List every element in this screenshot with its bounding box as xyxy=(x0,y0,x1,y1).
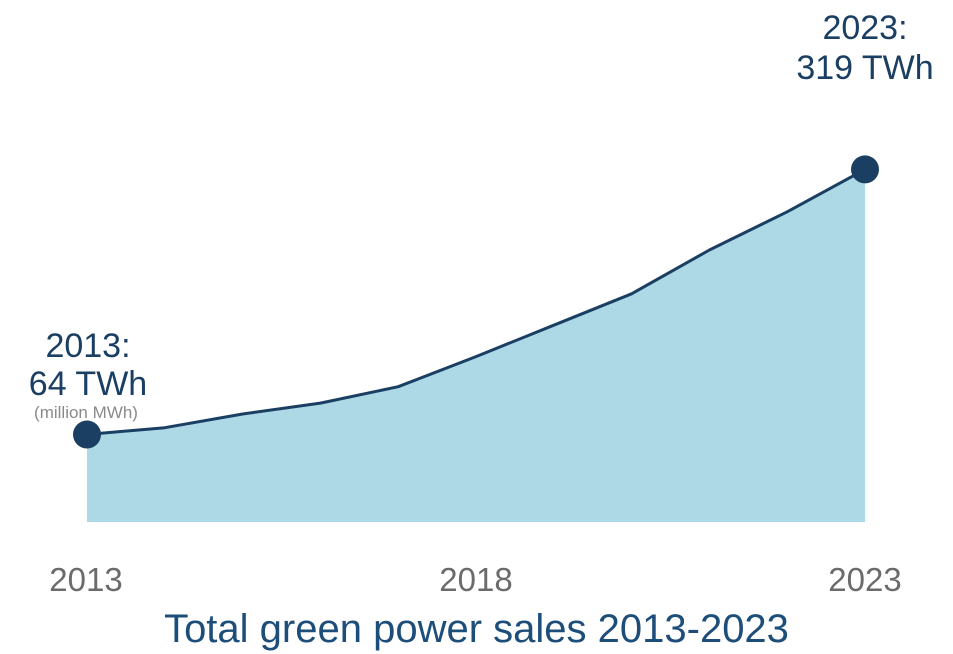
sales-area-fill xyxy=(87,169,865,522)
x-tick-label-2023: 2023 xyxy=(828,561,901,598)
x-tick-label-2013: 2013 xyxy=(49,561,122,598)
start-value-annotation: 64 TWh xyxy=(29,365,147,403)
end-year-annotation: 2023: xyxy=(822,9,907,47)
end-point-marker xyxy=(851,155,879,184)
x-tick-label-2018: 2018 xyxy=(439,561,512,598)
start-point-marker xyxy=(73,420,101,449)
sales-line xyxy=(86,168,866,436)
start-unit-annotation: (million MWh) xyxy=(34,403,138,422)
start-year-annotation: 2013: xyxy=(45,327,130,365)
chart-title: Total green power sales 2013-2023 xyxy=(164,607,789,651)
end-value-annotation: 319 TWh xyxy=(796,49,933,87)
